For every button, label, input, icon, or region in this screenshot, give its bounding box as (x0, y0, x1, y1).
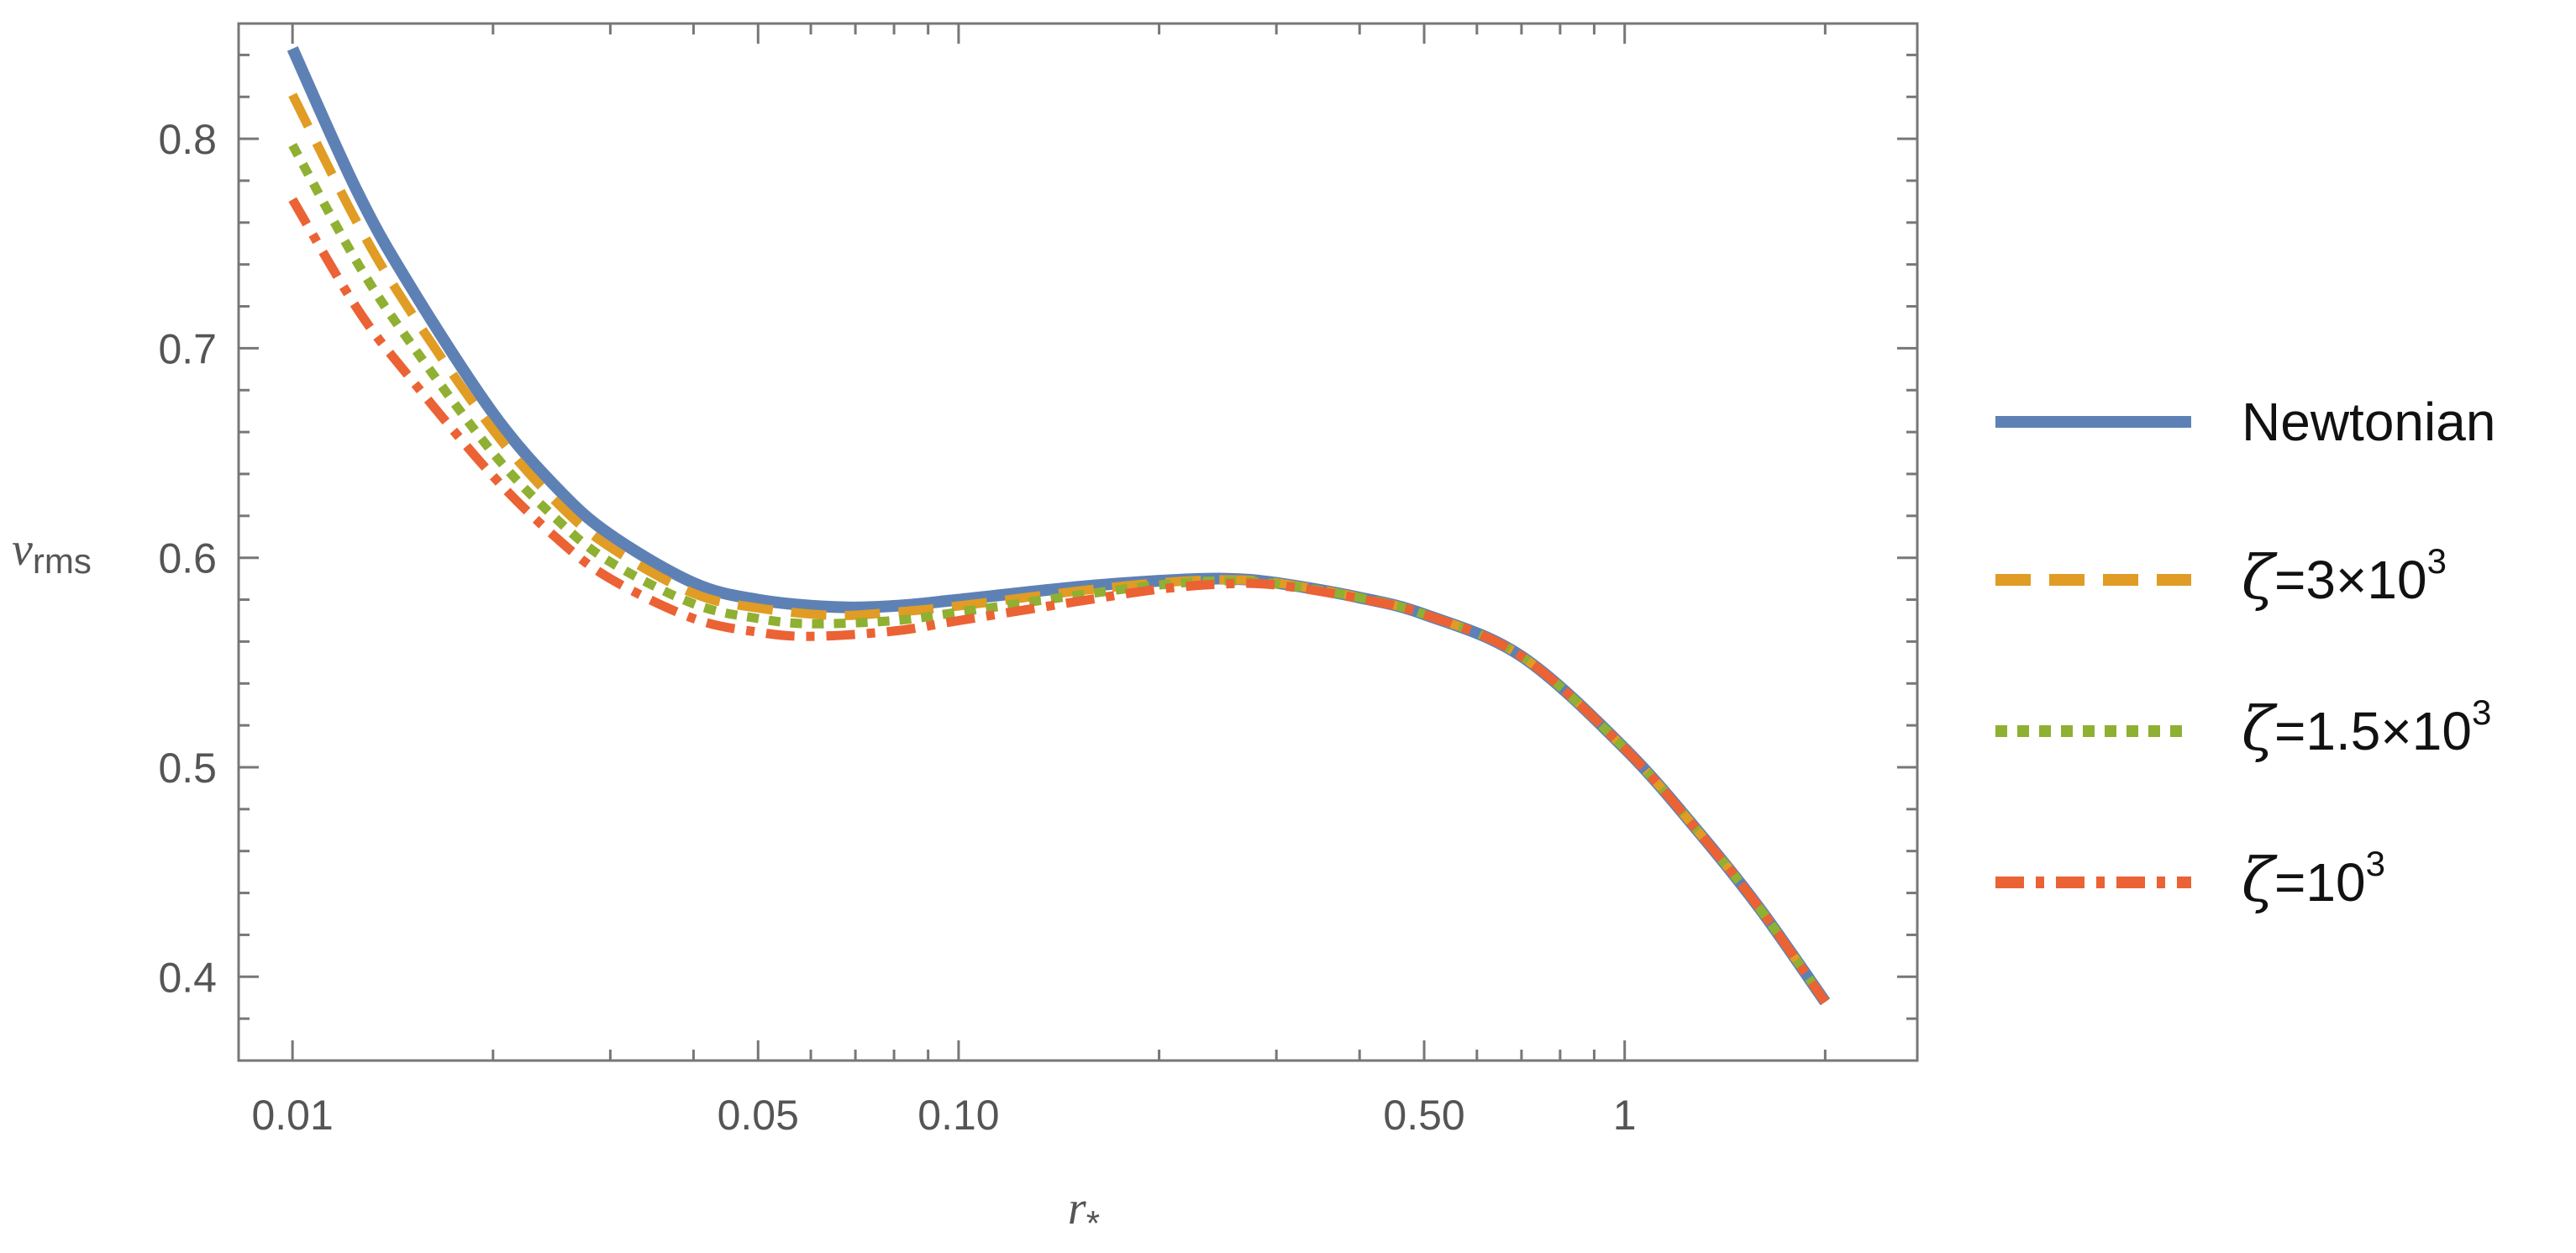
x-tick-label: 0.01 (251, 1092, 333, 1139)
series-line-1 (288, 92, 1829, 1005)
ticks-layer (239, 24, 1917, 1062)
y-tick-label: 0.8 (158, 116, 217, 163)
legend-label-text: =10 (2274, 852, 2366, 913)
series-layer (287, 46, 1831, 1006)
y-axis-label-sub: rms (33, 541, 92, 581)
x-axis-label: r* (1068, 1182, 1100, 1243)
y-tick-label: 0.6 (158, 535, 217, 582)
x-tick-label: 0.50 (1383, 1092, 1464, 1139)
x-axis-label-sub: * (1086, 1203, 1100, 1243)
legend-label-symbol: ζ (2242, 845, 2278, 915)
legend-label-text: =1.5×10 (2274, 701, 2472, 761)
y-tick-label: 0.7 (158, 325, 217, 372)
y-axis-label-main: v (12, 524, 33, 576)
legend-label: Newtonian (2242, 392, 2495, 452)
legend-label-exponent: 3 (2427, 541, 2447, 581)
legend-label-symbol: ζ (2242, 693, 2278, 764)
y-axis-label: vrms (12, 524, 92, 581)
legend-label-exponent: 3 (2472, 692, 2491, 732)
x-tick-label: 0.05 (718, 1092, 799, 1139)
tick-labels-layer: 0.01 0.05 0.10 0.50 1 0.4 0.5 0.6 0.7 0.8 (158, 116, 1636, 1139)
legend-label-text: =3×10 (2274, 550, 2427, 610)
y-tick-label: 0.5 (158, 745, 217, 792)
x-axis-label-main: r (1068, 1182, 1086, 1235)
legend-label: ζ=3×103 (2242, 541, 2447, 613)
plot-frame (237, 22, 1919, 1062)
legend-label-symbol: ζ (2242, 542, 2278, 613)
legend-label-exponent: 3 (2366, 844, 2385, 883)
legend-label: ζ=103 (2242, 844, 2385, 915)
y-tick-label: 0.4 (158, 954, 217, 1001)
x-tick-label: 0.10 (917, 1092, 999, 1139)
legend-label-text: Newtonian (2242, 392, 2495, 452)
series-line-3 (288, 197, 1829, 1005)
legend-label: ζ=1.5×103 (2242, 692, 2491, 764)
x-tick-label: 1 (1613, 1092, 1637, 1139)
